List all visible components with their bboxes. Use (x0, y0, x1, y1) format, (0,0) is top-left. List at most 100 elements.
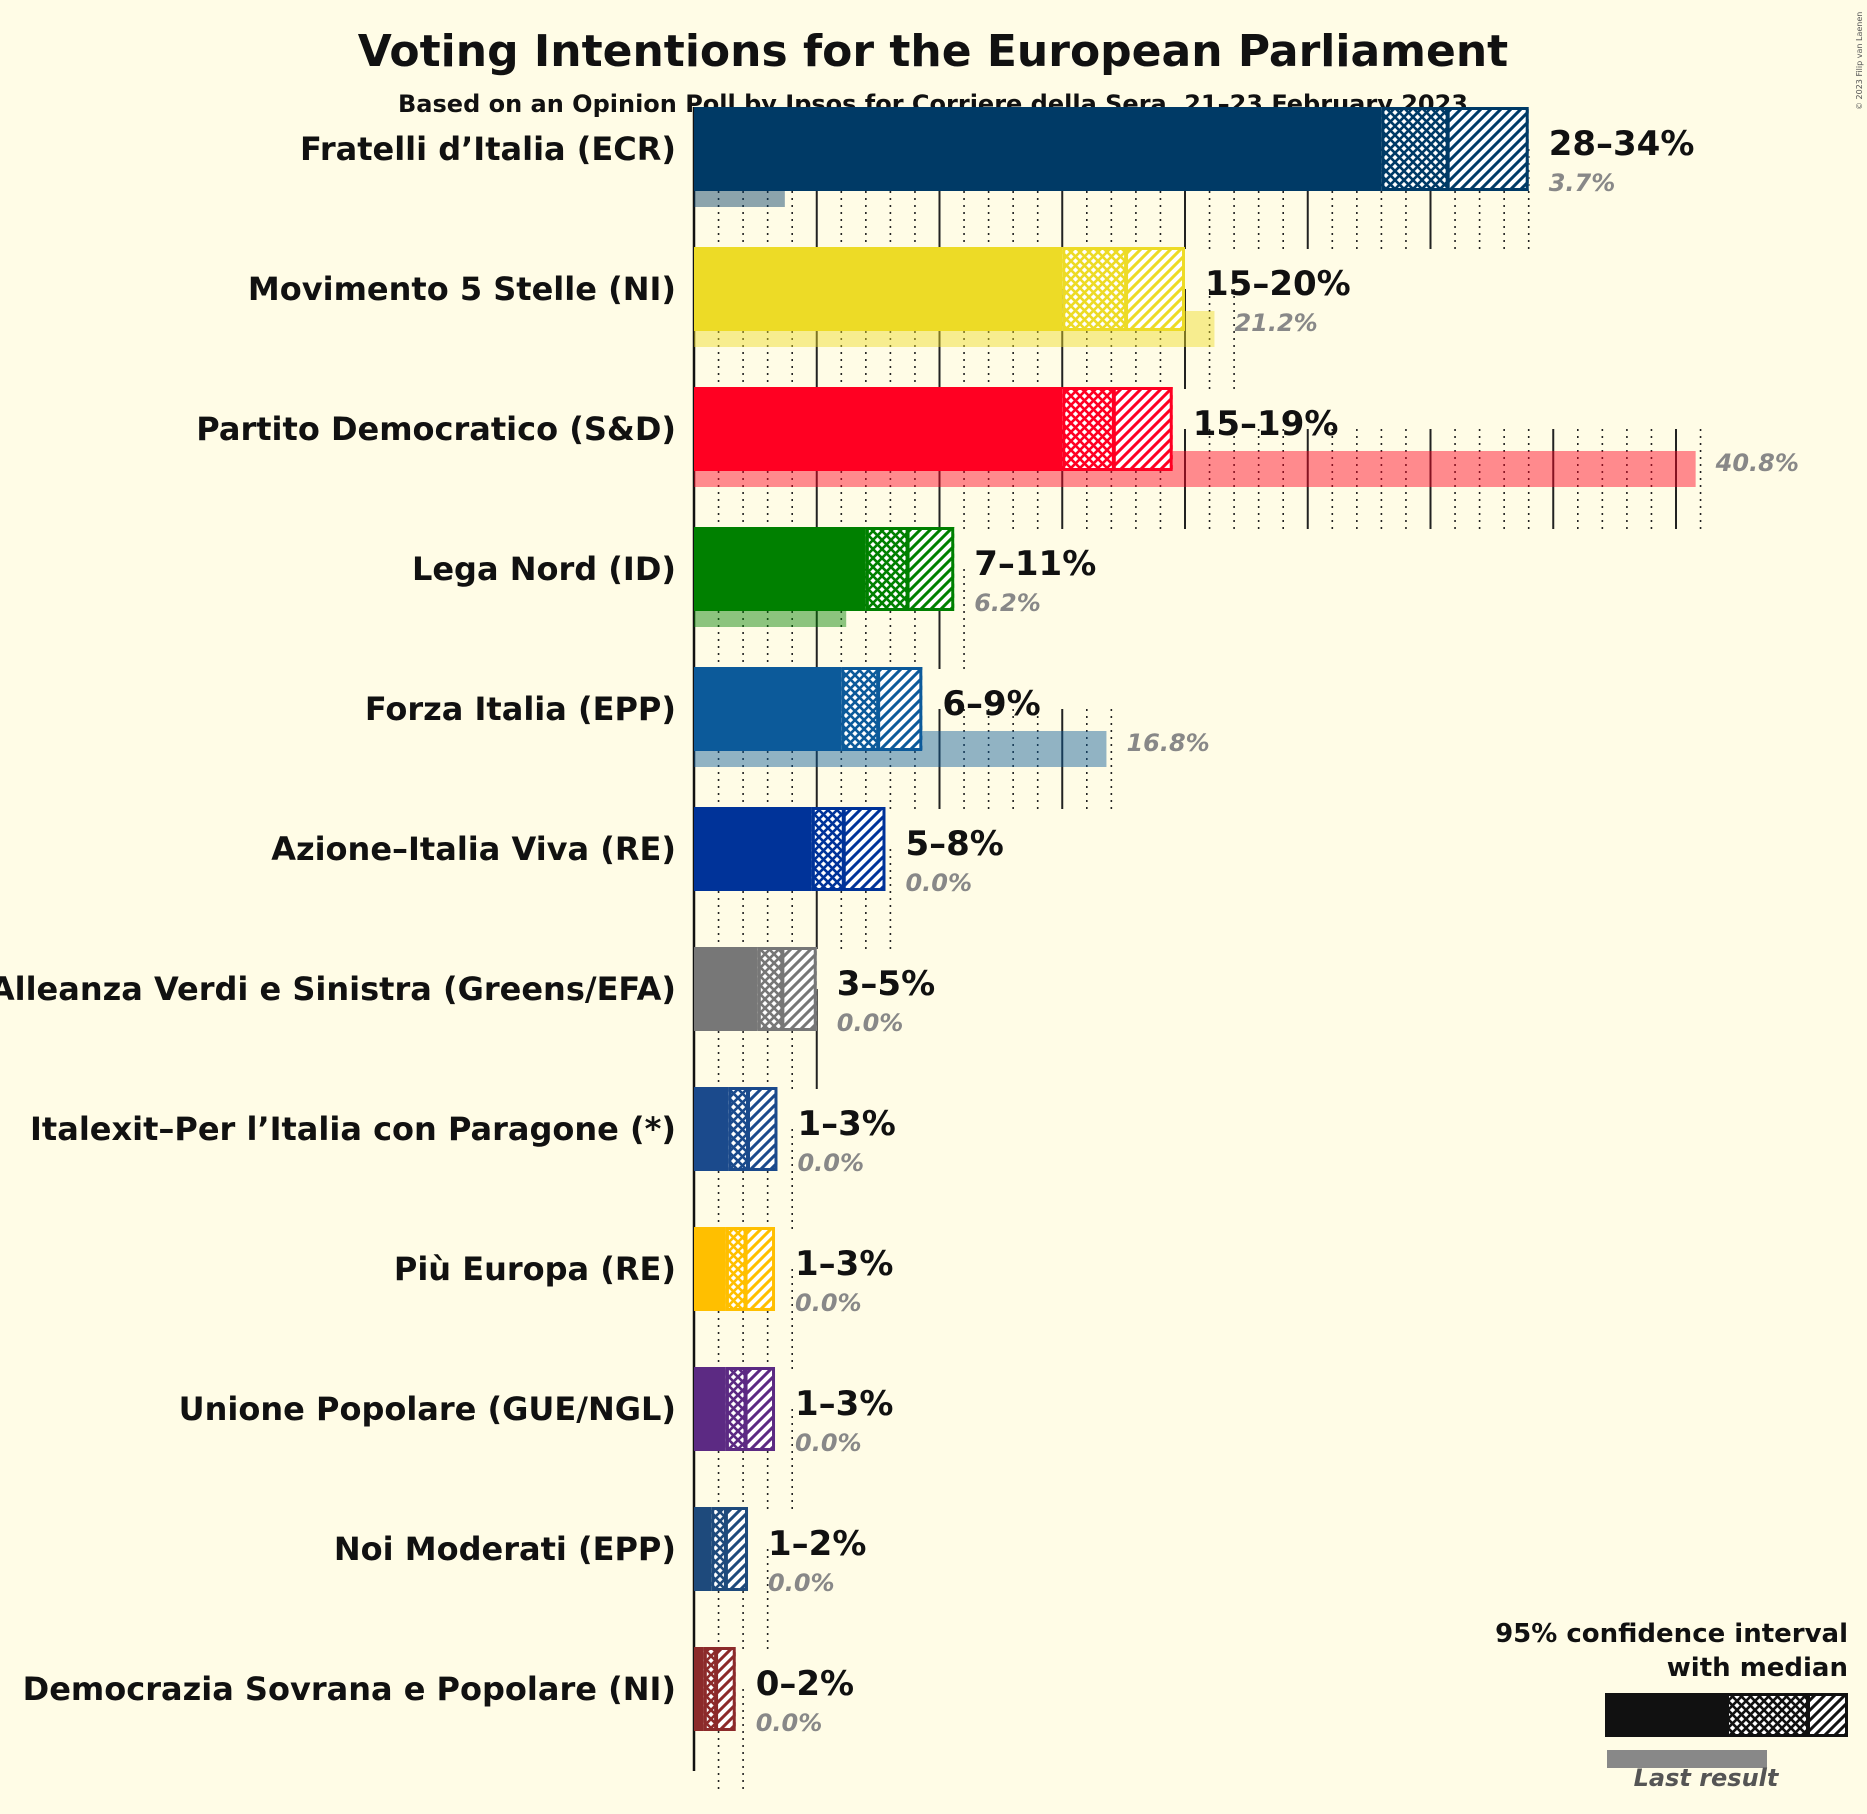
ci-solid-segment (694, 1367, 726, 1451)
ci-low-to-median-segment (865, 527, 908, 611)
party-label: Più Europa (RE) (394, 1250, 676, 1288)
range-label: 7–11% (974, 544, 1096, 584)
party-label: Lega Nord (ID) (412, 550, 676, 588)
party-label: Unione Popolare (GUE/NGL) (179, 1390, 676, 1428)
ci-solid-segment (694, 667, 842, 751)
last-result-label: 16.8% (1126, 729, 1209, 757)
range-label: 6–9% (942, 684, 1040, 724)
range-label: 0–2% (756, 1664, 854, 1704)
ci-median-to-high-segment (1126, 247, 1185, 331)
ci-median-to-high-segment (745, 1367, 776, 1451)
ci-solid-segment (694, 387, 1063, 471)
party-bars: Fratelli d’Italia (ECR) 28–34% 3.7% Movimen… (0, 107, 1799, 1737)
last-result-label: 0.0% (768, 1569, 835, 1597)
ci-outline (725, 1227, 776, 1311)
ci-outline (841, 667, 923, 751)
ci-median-to-high-segment (907, 527, 955, 611)
ci-median-to-high-segment (782, 947, 817, 1031)
legend-cross-swatch (1726, 1693, 1808, 1737)
ci-outline (1062, 247, 1185, 331)
party-label: Noi Moderati (EPP) (334, 1530, 676, 1568)
legend-last-swatch (1607, 1750, 1767, 1768)
ci-low-to-median-segment (811, 807, 844, 891)
ci-solid-segment (694, 1087, 729, 1171)
ci-median-to-high-segment (748, 1087, 778, 1171)
party-label: Movimento 5 Stelle (NI) (248, 270, 676, 308)
ci-bar (694, 1367, 776, 1451)
ci-outline (1062, 387, 1173, 471)
range-label: 5–8% (905, 824, 1003, 864)
copyright-note: © 2023 Filip van Laenen (1855, 12, 1864, 110)
ci-solid-segment (694, 807, 812, 891)
range-label: 28–34% (1549, 124, 1695, 164)
last-result-label: 0.0% (797, 1149, 864, 1177)
ci-outline (865, 527, 955, 611)
ci-outline (811, 807, 886, 891)
ci-low-to-median-segment (725, 1367, 746, 1451)
range-label: 1–3% (795, 1244, 893, 1284)
legend-solid-swatch (1605, 1693, 1726, 1737)
last-result-label: 6.2% (974, 589, 1041, 617)
ci-low-to-median-segment (728, 1087, 749, 1171)
ci-bar (694, 107, 1529, 191)
ci-solid-segment (694, 1507, 712, 1591)
ci-low-to-median-segment (757, 947, 783, 1031)
range-label: 3–5% (837, 964, 935, 1004)
ci-solid-segment (694, 1227, 726, 1311)
ci-solid-segment (694, 947, 758, 1031)
ci-outline (1381, 107, 1529, 191)
ci-bar (694, 387, 1173, 471)
last-result-label: 40.8% (1715, 449, 1799, 477)
ci-bar (694, 1647, 736, 1731)
last-result-label: 21.2% (1234, 309, 1317, 337)
ci-bar (694, 1507, 749, 1591)
ci-low-to-median-segment (703, 1647, 717, 1731)
ci-bar (694, 807, 886, 891)
ci-solid-segment (694, 107, 1382, 191)
ci-bar (694, 947, 817, 1031)
last-result-label: 0.0% (756, 1709, 823, 1737)
range-label: 1–3% (797, 1104, 895, 1144)
ci-outline (711, 1507, 749, 1591)
party-label: Forza Italia (EPP) (365, 690, 676, 728)
legend-title-line1: 95% confidence interval (1495, 1619, 1848, 1649)
last-result-label: 0.0% (795, 1289, 862, 1317)
ci-low-to-median-segment (841, 667, 879, 751)
last-result-label: 3.7% (1549, 169, 1616, 197)
legend-title-line2: with median (1667, 1653, 1848, 1683)
ci-bar (694, 1227, 776, 1311)
legend-hatch-swatch (1808, 1693, 1848, 1737)
ci-low-to-median-segment (1062, 387, 1114, 471)
party-label: Democrazia Sovrana e Popolare (NI) (23, 1670, 676, 1708)
ci-bar (694, 1087, 778, 1171)
ci-median-to-high-segment (745, 1227, 776, 1311)
ci-outline (703, 1647, 736, 1731)
ci-median-to-high-segment (843, 807, 886, 891)
last-result-label: 0.0% (905, 869, 972, 897)
ci-solid-segment (694, 527, 866, 611)
ci-solid-segment (694, 247, 1063, 331)
ci-median-to-high-segment (725, 1507, 749, 1591)
ci-low-to-median-segment (1381, 107, 1448, 191)
party-label: Azione–Italia Viva (RE) (271, 830, 676, 868)
ci-low-to-median-segment (711, 1507, 726, 1591)
range-label: 1–2% (768, 1524, 866, 1564)
ci-bar (694, 667, 923, 751)
ci-bar (694, 247, 1185, 331)
ci-solid-segment (694, 1647, 704, 1731)
range-label: 15–20% (1205, 264, 1351, 304)
ci-outline (725, 1367, 776, 1451)
ci-median-to-high-segment (878, 667, 923, 751)
party-label: Fratelli d’Italia (ECR) (300, 130, 676, 168)
range-label: 1–3% (795, 1384, 893, 1424)
ci-outline (757, 947, 817, 1031)
legend-outline (1726, 1693, 1848, 1737)
party-label: Partito Democratico (S&D) (196, 410, 676, 448)
ci-low-to-median-segment (725, 1227, 746, 1311)
range-label: 15–19% (1193, 404, 1339, 444)
chart-title: Voting Intentions for the European Parli… (358, 26, 1508, 77)
last-result-label: 0.0% (837, 1009, 904, 1037)
ci-outline (728, 1087, 778, 1171)
legend-last-label: Last result (1634, 1764, 1780, 1792)
